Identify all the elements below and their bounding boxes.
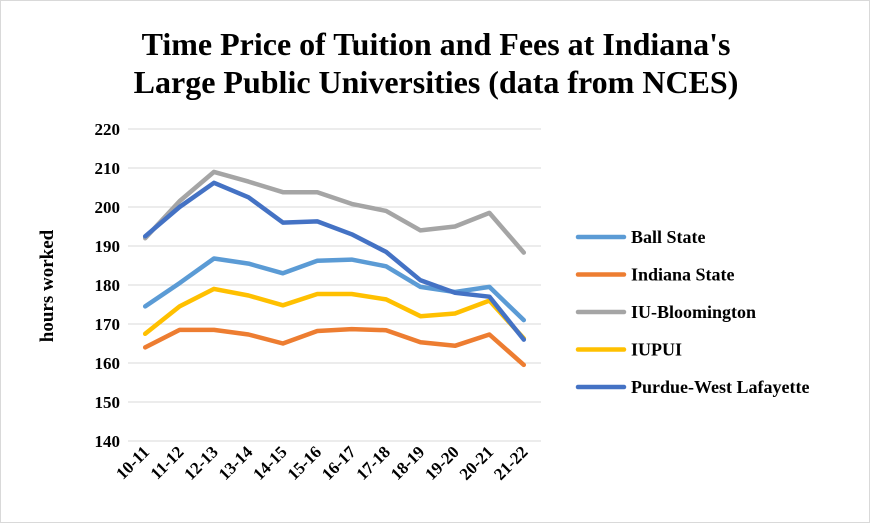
y-tick-label: 150 xyxy=(95,393,121,412)
chart-title-line-2: Large Public Universities (data from NCE… xyxy=(133,64,739,100)
y-tick-label: 180 xyxy=(95,276,121,295)
x-tick-label: 17-18 xyxy=(352,442,393,483)
y-tick-label: 210 xyxy=(95,159,121,178)
legend-label: IUPUI xyxy=(631,340,682,360)
y-tick-label: 170 xyxy=(95,315,121,334)
series-line-1 xyxy=(142,326,527,368)
x-tick-label: 14-15 xyxy=(249,442,290,483)
series-line-4 xyxy=(142,180,527,342)
x-tick-label: 16-17 xyxy=(318,442,360,484)
legend-label: Ball State xyxy=(631,227,706,247)
y-tick-label: 190 xyxy=(95,237,121,256)
x-tick-label: 20-21 xyxy=(456,442,497,483)
legend-label: Purdue-West Lafayette xyxy=(631,377,809,397)
x-tick-label: 11-12 xyxy=(147,442,188,483)
x-tick-label: 15-16 xyxy=(284,442,325,483)
y-tick-label: 200 xyxy=(95,198,121,217)
x-tick-label: 12-13 xyxy=(180,442,221,483)
y-tick-label: 160 xyxy=(95,354,121,373)
legend-label: Indiana State xyxy=(631,265,735,285)
y-tick-label: 140 xyxy=(95,432,121,451)
series-line-3 xyxy=(142,286,527,341)
x-tick-label: 18-19 xyxy=(387,442,428,483)
y-tick-label: 220 xyxy=(95,120,121,139)
x-tick-label: 19-20 xyxy=(421,442,462,483)
chart-title-line-1: Time Price of Tuition and Fees at Indian… xyxy=(141,26,731,62)
x-tick-label: 21-22 xyxy=(490,442,531,483)
y-axis-label: hours worked xyxy=(37,229,58,342)
x-tick-label: 13-14 xyxy=(215,442,257,484)
series-line-0 xyxy=(142,256,527,323)
series-line-2 xyxy=(142,169,527,255)
legend-label: IU-Bloomington xyxy=(631,302,756,322)
